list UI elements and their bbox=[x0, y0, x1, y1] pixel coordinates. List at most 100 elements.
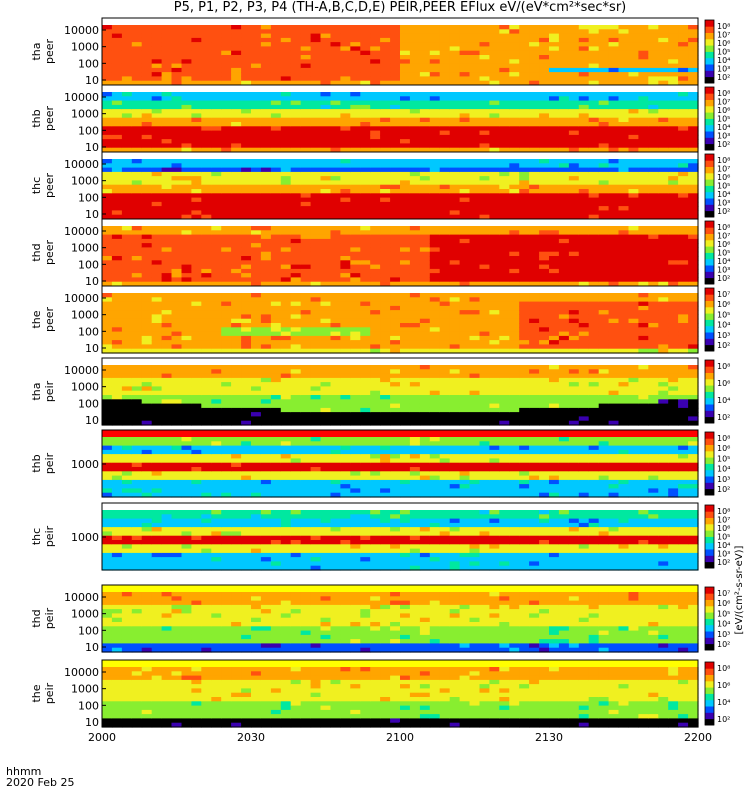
heatmap-cell bbox=[608, 318, 620, 324]
heatmap-cell bbox=[191, 139, 202, 144]
heatmap-cell bbox=[678, 206, 689, 211]
heatmap-cell bbox=[489, 344, 500, 350]
heatmap-cell bbox=[469, 243, 480, 248]
heatmap-cell bbox=[201, 399, 212, 405]
heatmap-cell bbox=[141, 42, 153, 47]
heatmap-cell bbox=[529, 256, 540, 261]
heatmap-cell bbox=[409, 42, 421, 47]
heatmap-cell bbox=[578, 109, 590, 114]
heatmap-cell bbox=[390, 293, 401, 298]
colorbar-tick-label: 10⁵ bbox=[717, 249, 730, 258]
heatmap-cell bbox=[439, 327, 451, 333]
heatmap-cell bbox=[111, 386, 123, 392]
heatmap-cell bbox=[429, 55, 441, 60]
heatmap-cell bbox=[111, 297, 123, 303]
heatmap-cell bbox=[310, 407, 322, 413]
heatmap-cell bbox=[558, 344, 570, 350]
heatmap-cell bbox=[221, 251, 232, 257]
heatmap-cell bbox=[419, 264, 431, 270]
heatmap-cell bbox=[658, 277, 669, 283]
heatmap-cell bbox=[479, 59, 490, 65]
heatmap-cell bbox=[608, 46, 620, 52]
heatmap-cell bbox=[300, 377, 312, 383]
heatmap-cell bbox=[390, 50, 401, 56]
heatmap-cell bbox=[280, 264, 292, 270]
heatmap-cell bbox=[479, 377, 490, 383]
heatmap-cell bbox=[211, 126, 222, 132]
heatmap-cell bbox=[688, 50, 699, 56]
heatmap-cell bbox=[439, 420, 451, 426]
heatmap-cell bbox=[549, 113, 560, 119]
heatmap-cell bbox=[539, 420, 550, 426]
heatmap-cell bbox=[191, 412, 202, 417]
heatmap-cell bbox=[121, 210, 133, 216]
heatmap-cell bbox=[419, 344, 431, 350]
heatmap-cell bbox=[439, 134, 451, 140]
heatmap-cell bbox=[201, 33, 212, 39]
heatmap-cell bbox=[171, 184, 182, 190]
heatmap-cell bbox=[390, 147, 401, 153]
heatmap-cell bbox=[618, 92, 629, 97]
heatmap-cell bbox=[688, 126, 699, 132]
heatmap-cell bbox=[688, 277, 699, 283]
heatmap-cell bbox=[469, 327, 480, 333]
heatmap-cell bbox=[539, 100, 550, 106]
heatmap-cell bbox=[439, 63, 451, 69]
heatmap-cell bbox=[568, 96, 580, 102]
y-tick-label: 100 bbox=[78, 258, 99, 271]
heatmap-cell bbox=[449, 226, 461, 231]
heatmap-cell bbox=[499, 113, 510, 119]
heatmap-cell bbox=[618, 50, 629, 56]
heatmap-cell bbox=[211, 109, 222, 114]
heatmap-cell bbox=[469, 33, 480, 39]
heatmap-cell bbox=[668, 76, 679, 82]
heatmap-cell bbox=[300, 171, 312, 177]
heatmap-cell bbox=[558, 247, 570, 253]
heatmap-cell bbox=[539, 184, 550, 190]
heatmap-cell bbox=[598, 335, 610, 341]
colorbar-swatch bbox=[705, 166, 714, 174]
heatmap-cell bbox=[151, 277, 163, 283]
heatmap-cell bbox=[578, 327, 590, 333]
heatmap-cell bbox=[201, 243, 212, 248]
heatmap-cell bbox=[558, 143, 570, 149]
heatmap-cell bbox=[409, 46, 421, 52]
heatmap-cell bbox=[558, 139, 570, 144]
heatmap-cell bbox=[529, 67, 540, 73]
heatmap-cell bbox=[201, 134, 212, 140]
heatmap-cell bbox=[121, 407, 133, 413]
heatmap-cell bbox=[429, 281, 441, 287]
heatmap-cell bbox=[439, 399, 451, 405]
heatmap-cell bbox=[340, 130, 351, 136]
heatmap-cell bbox=[529, 113, 540, 119]
heatmap-cell bbox=[290, 264, 302, 270]
heatmap-cell bbox=[638, 247, 649, 253]
heatmap-cell bbox=[171, 243, 182, 248]
heatmap-cell bbox=[340, 197, 351, 203]
heatmap-cell bbox=[241, 301, 252, 307]
heatmap-cell bbox=[390, 210, 401, 216]
heatmap-cell bbox=[648, 264, 659, 270]
heatmap-cell bbox=[211, 365, 222, 370]
heatmap-cell bbox=[181, 214, 192, 220]
heatmap-cell bbox=[380, 323, 391, 328]
heatmap-cell bbox=[171, 382, 182, 387]
heatmap-cell bbox=[191, 407, 202, 413]
heatmap-cell bbox=[211, 25, 222, 30]
heatmap-cell bbox=[658, 260, 669, 266]
heatmap-cell bbox=[370, 201, 381, 207]
heatmap-cell bbox=[260, 100, 272, 106]
heatmap-cell bbox=[608, 100, 620, 106]
heatmap-cell bbox=[568, 100, 580, 106]
heatmap-cell bbox=[678, 50, 689, 56]
heatmap-cell bbox=[469, 323, 480, 328]
heatmap-cell bbox=[141, 214, 153, 220]
heatmap-cell bbox=[499, 167, 510, 173]
heatmap-cell bbox=[419, 377, 431, 383]
heatmap-cell bbox=[241, 210, 252, 216]
heatmap-cell bbox=[449, 382, 461, 387]
heatmap-cell bbox=[449, 268, 461, 274]
heatmap-cell bbox=[469, 226, 480, 231]
heatmap-cell bbox=[290, 251, 302, 257]
